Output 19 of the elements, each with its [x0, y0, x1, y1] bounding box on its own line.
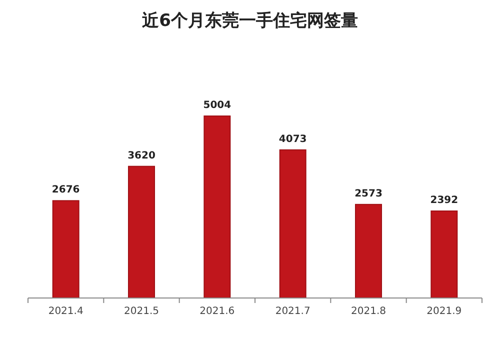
bar	[430, 210, 458, 298]
data-label: 3620	[128, 150, 156, 162]
bar	[279, 149, 306, 298]
bar	[355, 204, 382, 298]
x-tick-label: 2021.9	[426, 306, 462, 317]
data-label: 4073	[278, 134, 307, 145]
data-label: 2573	[354, 188, 382, 200]
x-tick-label: 2021.8	[351, 306, 386, 317]
x-tick-label: 2021.5	[124, 306, 159, 317]
x-tick-label: 2021.6	[200, 306, 235, 317]
x-tick-label: 2021.7	[275, 306, 310, 317]
data-label: 2676	[52, 184, 80, 196]
data-label: 5004	[203, 100, 232, 111]
x-tick-label: 2021.4	[48, 306, 84, 317]
bar	[52, 200, 80, 298]
bar	[128, 166, 155, 298]
bar	[204, 116, 231, 298]
chart-title: 近6个月东莞一手住宅网签量	[141, 11, 358, 31]
data-label: 2392	[430, 195, 458, 206]
